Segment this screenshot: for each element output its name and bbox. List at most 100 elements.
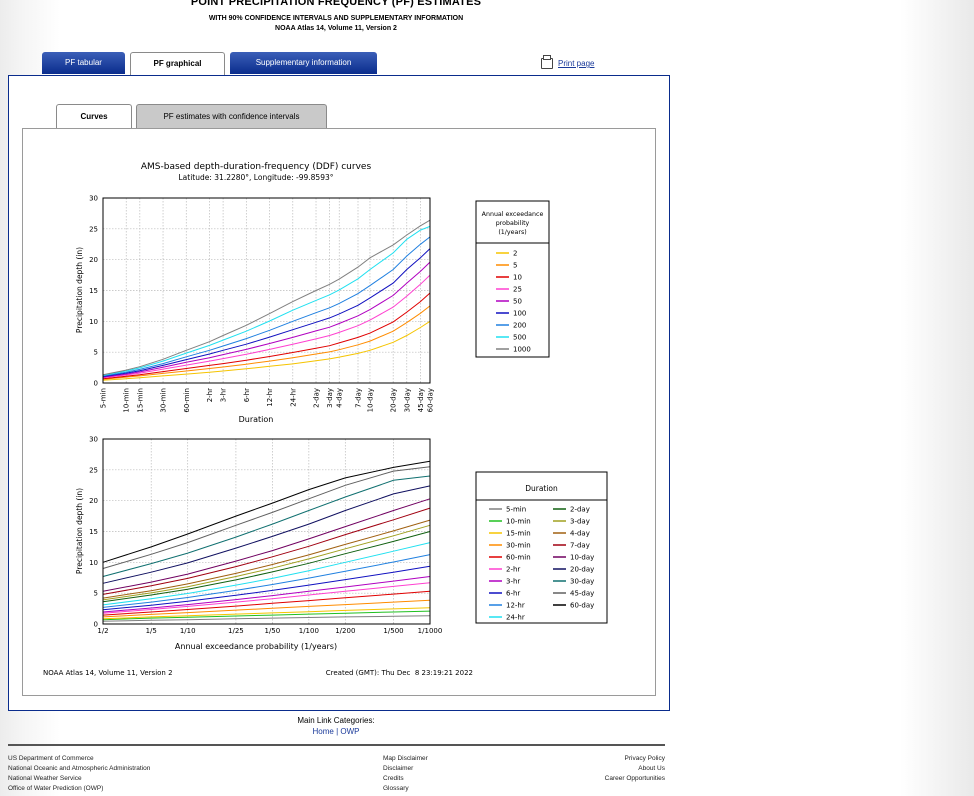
aep-legend-label: 30-day [570, 578, 594, 586]
aep-legend-label: 15-min [506, 530, 531, 538]
chart-frame: AMS-based depth-duration-frequency (DDF)… [22, 128, 656, 696]
ddf-ytick-label: 15 [89, 287, 98, 295]
subtab-pf-estimates-confidence[interactable]: PF estimates with confidence intervals [136, 104, 327, 128]
ddf-series-10 [102, 292, 431, 380]
aep-legend-label: 3-day [570, 518, 590, 526]
ddf-chart-subtitle: Latitude: 31.2280°, Longitude: -99.8593° [179, 173, 334, 182]
ddf-ytick-label: 10 [89, 318, 98, 326]
aep-xtick-label: 1/200 [335, 627, 355, 635]
ddf-xtick-label: 10-day [366, 388, 374, 412]
aep-yaxis-label: Precipitation depth (in) [75, 488, 84, 574]
tab-supplementary-information[interactable]: Supplementary information [230, 52, 377, 74]
aep-legend-label: 5-min [506, 506, 526, 514]
ddf-legend-label: 5 [513, 262, 517, 270]
ddf-series-500 [102, 225, 431, 376]
ddf-legend-label: 25 [513, 286, 522, 294]
atlas-version: NOAA Atlas 14, Volume 11, Version 2 [275, 25, 397, 32]
aep-ytick-label: 20 [89, 497, 98, 505]
footer-link-noaa[interactable]: National Oceanic and Atmospheric Adminis… [8, 765, 151, 772]
aep-plot-area: 0 5 10 15 20 25 30 1/2 1/5 1/10 1/25 1/50 1/100 1/200… [89, 436, 442, 636]
aep-series-30-min [102, 599, 431, 618]
footer-link-disclaimer[interactable]: Disclaimer [383, 765, 414, 772]
ddf-xtick-label: 30-day [403, 388, 411, 412]
ddf-legend-title-1: Annual exceedance [482, 211, 544, 218]
ddf-series-25 [102, 274, 431, 379]
print-page-link[interactable]: Print page [541, 55, 595, 69]
footer-link-owp[interactable]: Office of Water Prediction (OWP) [8, 785, 104, 792]
ddf-plot-frame [102, 197, 431, 384]
aep-series-6-hr [102, 565, 431, 611]
footer-link-privacy[interactable]: Privacy Policy [624, 755, 665, 762]
ddf-legend-label: 50 [513, 298, 522, 306]
ddf-xtick-label: 60-min [183, 388, 191, 413]
aep-legend-label: 6-hr [506, 590, 520, 598]
home-link[interactable]: Home [312, 727, 334, 736]
aep-xtick-label: 1/5 [146, 627, 157, 635]
ddf-xtick-label: 30-min [160, 388, 168, 413]
aep-xtick-label: 1/2 [97, 627, 108, 635]
ddf-legend-label: 500 [513, 334, 526, 342]
aep-series-10-day [102, 498, 431, 592]
aep-xaxis-label: Annual exceedance probability (1/years) [175, 642, 337, 651]
footer-link-nws[interactable]: National Weather Service [8, 775, 82, 782]
ddf-series-100 [102, 248, 431, 377]
aep-series-4-day [102, 519, 431, 599]
ddf-chart-title: AMS-based depth-duration-frequency (DDF)… [141, 162, 372, 172]
ddf-xtick-label: 45-day [417, 388, 425, 412]
footer-main-links: Home | OWP [0, 727, 672, 736]
aep-legend-entries: 5-min 10-min 15-min 30-min 60-min 2-hr 3-hr 6-h… [489, 506, 594, 622]
aep-series-2-day [102, 531, 431, 603]
aep-legend-label: 60-day [570, 602, 594, 610]
ddf-xtick-label: 7-day [354, 388, 362, 408]
ddf-xtick-label: 12-hr [266, 388, 274, 407]
ddf-series-200 [102, 236, 431, 377]
aep-series-20-day [102, 485, 431, 584]
footer-link-credits[interactable]: Credits [383, 775, 404, 782]
ddf-xtick-label: 20-day [390, 388, 398, 412]
aep-series-5-min [102, 615, 431, 622]
subtab-curves[interactable]: Curves [56, 104, 132, 128]
footer-link-doc[interactable]: US Department of Commerce [8, 755, 94, 762]
aep-ytick-label: 15 [89, 528, 98, 536]
aep-xtick-label: 1/100 [299, 627, 319, 635]
aep-ytick-label: 0 [94, 621, 98, 629]
aep-legend-label: 10-day [570, 554, 594, 562]
ddf-legend-box [475, 200, 550, 358]
ddf-legend-label: 100 [513, 310, 526, 318]
tab-pf-tabular[interactable]: PF tabular [42, 52, 125, 74]
ddf-xtick-label: 24-hr [289, 388, 297, 407]
ddf-plot-area: 0 5 10 15 20 25 30 5-min 10-min 15-min 30-min 60-mi… [89, 195, 434, 413]
aep-ytick-label: 25 [89, 466, 98, 474]
aep-plot-frame [102, 438, 431, 625]
tab-pf-graphical[interactable]: PF graphical [130, 52, 225, 76]
ddf-series-50 [102, 261, 431, 378]
printer-icon [541, 55, 553, 69]
page-title: POINT PRECIPITATION FREQUENCY (PF) ESTIM… [190, 0, 482, 8]
aep-legend-label: 24-hr [506, 614, 525, 622]
aep-series-10-min [102, 610, 431, 621]
ddf-xtick-label: 15-min [136, 388, 144, 413]
aep-legend-label: 45-day [570, 590, 594, 598]
aep-series-60-min [102, 590, 431, 616]
aep-ytick-label: 5 [94, 590, 98, 598]
aep-legend-label: 7-day [570, 542, 590, 550]
aep-legend-label: 2-hr [506, 566, 520, 574]
footer-link-glossary[interactable]: Glossary [383, 785, 409, 792]
footer-link-careers[interactable]: Career Opportunities [604, 775, 665, 782]
aep-legend-label: 60-min [506, 554, 531, 562]
footer-link-about[interactable]: About Us [638, 765, 665, 772]
aep-legend-label: 3-hr [506, 578, 520, 586]
chart-footer-atlas: NOAA Atlas 14, Volume 11, Version 2 [43, 669, 173, 677]
aep-series-3-hr [102, 576, 431, 613]
aep-legend-label: 30-min [506, 542, 531, 550]
footer-link-map-disclaimer[interactable]: Map Disclaimer [383, 755, 428, 762]
print-page-label: Print page [558, 59, 595, 68]
aep-xtick-label: 1/500 [383, 627, 403, 635]
aep-xtick-label: 1/25 [228, 627, 244, 635]
aep-legend-box [475, 471, 608, 624]
owp-link[interactable]: OWP [340, 727, 360, 736]
aep-series-7-day [102, 507, 431, 595]
ddf-series-1000 [102, 219, 431, 376]
aep-legend-label: 12-hr [506, 602, 525, 610]
footer-legal-column: Map Disclaimer Disclaimer Credits Glossa… [383, 754, 428, 794]
